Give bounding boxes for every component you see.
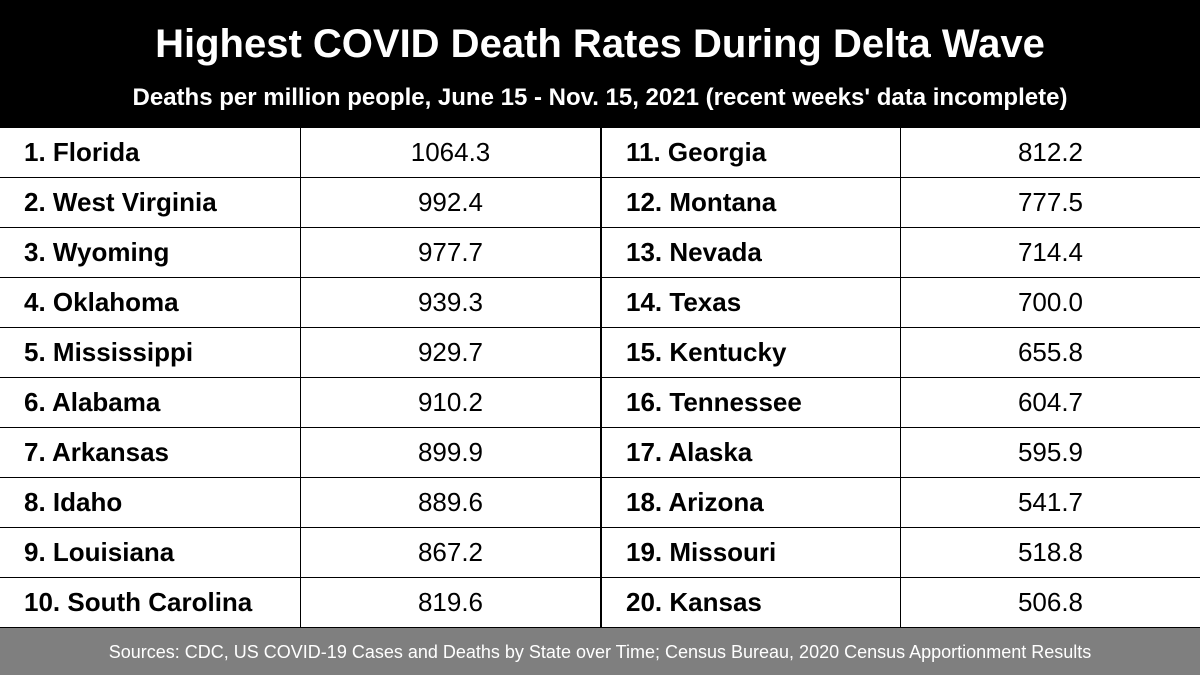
death-rate-cell: 541.7 (900, 478, 1200, 527)
state-name-cell: 9. Louisiana (24, 537, 175, 567)
state-name-cell: 14. Texas (600, 278, 900, 327)
state-name-cell: 8. Idaho (24, 487, 123, 517)
death-rate-cell: 595.9 (900, 428, 1200, 477)
table-row: 7. Arkansas 899.9 17. Alaska 595.9 (0, 428, 1200, 478)
death-rate-cell: 777.5 (900, 178, 1200, 227)
death-rate-cell: 939.3 (300, 278, 600, 327)
death-rate-cell: 899.9 (300, 428, 600, 477)
table-row: 10. South Carolina 819.6 20. Kansas 506.8 (0, 578, 1200, 628)
state-name-cell: 2. West Virginia (24, 187, 217, 217)
death-rate-cell: 604.7 (900, 378, 1200, 427)
state-name-cell: 17. Alaska (600, 428, 900, 477)
death-rate-cell: 506.8 (900, 578, 1200, 627)
death-rate-cell: 700.0 (900, 278, 1200, 327)
state-name-cell: 12. Montana (600, 178, 900, 227)
state-name-cell: 7. Arkansas (24, 437, 170, 467)
state-name-cell: 4. Oklahoma (24, 287, 179, 317)
state-name-cell: 5. Mississippi (24, 337, 194, 367)
table-row: 1. Florida 1064.3 11. Georgia 812.2 (0, 128, 1200, 178)
death-rate-cell: 867.2 (300, 528, 600, 577)
ranking-table: 1. Florida 1064.3 11. Georgia 812.2 2. West … (0, 127, 1200, 628)
state-name-cell: 13. Nevada (600, 228, 900, 277)
table-row: 4. Oklahoma 939.3 14. Texas 700.0 (0, 278, 1200, 328)
state-name-cell: 15. Kentucky (600, 328, 900, 377)
table-row: 3. Wyoming 977.7 13. Nevada 714.4 (0, 228, 1200, 278)
source-note: Sources: CDC, US COVID-19 Cases and Deat… (0, 627, 1200, 675)
death-rate-cell: 910.2 (300, 378, 600, 427)
death-rate-cell: 655.8 (900, 328, 1200, 377)
death-rate-cell: 977.7 (300, 228, 600, 277)
state-name-cell: 18. Arizona (600, 478, 900, 527)
table-row: 6. Alabama 910.2 16. Tennessee 604.7 (0, 378, 1200, 428)
death-rate-cell: 992.4 (300, 178, 600, 227)
death-rate-cell: 819.6 (300, 578, 600, 627)
death-rate-cell: 812.2 (900, 128, 1200, 177)
chart-subtitle: Deaths per million people, June 15 - Nov… (132, 84, 1068, 111)
death-rate-cell: 518.8 (900, 528, 1200, 577)
table-row: 5. Mississippi 929.7 15. Kentucky 655.8 (0, 328, 1200, 378)
death-rate-cell: 1064.3 (300, 128, 600, 177)
state-name-cell: 6. Alabama (24, 387, 161, 417)
state-name-cell: 11. Georgia (600, 128, 900, 177)
death-rate-cell: 889.6 (300, 478, 600, 527)
state-name-cell: 3. Wyoming (24, 237, 170, 267)
death-rate-cell: 929.7 (300, 328, 600, 377)
state-name-cell: 20. Kansas (600, 578, 900, 627)
state-name-cell: 10. South Carolina (24, 587, 253, 617)
table-row: 8. Idaho 889.6 18. Arizona 541.7 (0, 478, 1200, 528)
state-name-cell: 19. Missouri (600, 528, 900, 577)
chart-title: Highest COVID Death Rates During Delta W… (155, 22, 1045, 66)
table-row: 2. West Virginia 992.4 12. Montana 777.5 (0, 178, 1200, 228)
table-row: 9. Louisiana 867.2 19. Missouri 518.8 (0, 528, 1200, 578)
header: Highest COVID Death Rates During Delta W… (0, 0, 1200, 127)
state-name-cell: 16. Tennessee (600, 378, 900, 427)
death-rate-cell: 714.4 (900, 228, 1200, 277)
state-name-cell: 1. Florida (24, 137, 140, 167)
